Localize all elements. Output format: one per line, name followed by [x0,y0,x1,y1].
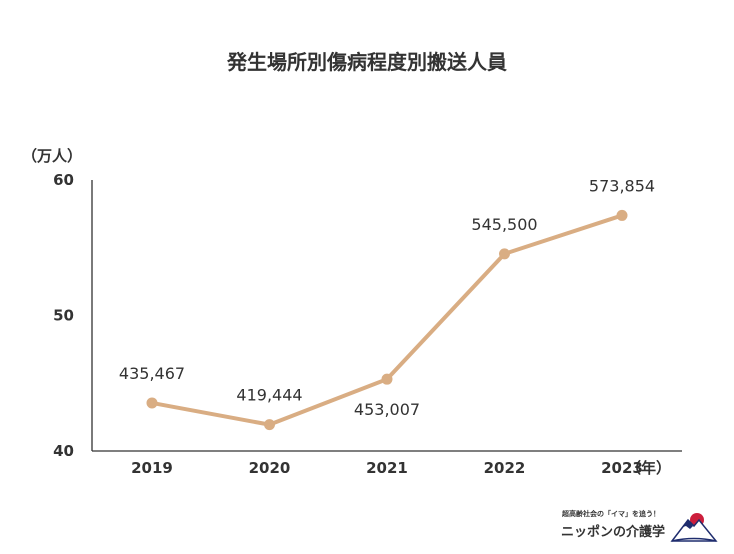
data-point [616,209,628,221]
data-labels: 435,467 419,444 453,007 545,500 573,854 [119,176,655,419]
data-label: 573,854 [589,176,655,195]
x-tick-label: 2021 [366,459,408,477]
x-tick-label: 2020 [249,459,291,477]
x-tick-label: 2019 [131,459,173,477]
data-label: 435,467 [119,364,185,383]
data-label: 453,007 [354,400,420,419]
y-axis-unit-label: （万人） [22,147,82,165]
data-points [146,209,628,431]
mount-fuji-sunrise-icon [670,513,718,542]
series-line-group [150,213,624,427]
y-tick-labels: 40 50 60 [53,171,74,460]
x-axis-unit-label: （年） [626,459,671,477]
data-label: 419,444 [236,386,302,405]
brand-logo: 超高齢社会の「イマ」を追う！ ニッポンの介護学 [561,509,718,542]
chart-title: 発生場所別傷病程度別搬送人員 [226,50,507,74]
data-point [381,373,393,385]
series-line [150,213,624,427]
data-point [264,419,275,431]
y-tick-label: 60 [53,171,74,189]
x-tick-labels: 2019 2020 2021 2022 2023 [131,459,643,477]
data-point [499,248,510,260]
y-tick-label: 40 [53,442,74,460]
logo-name: ニッポンの介護学 [561,524,665,540]
y-tick-label: 50 [53,307,74,325]
x-tick-label: 2022 [484,459,526,477]
x-tick-label: 2023 [601,459,643,477]
data-label: 545,500 [471,215,537,234]
logo-tagline: 超高齢社会の「イマ」を追う！ [562,509,660,518]
data-point [146,397,158,409]
